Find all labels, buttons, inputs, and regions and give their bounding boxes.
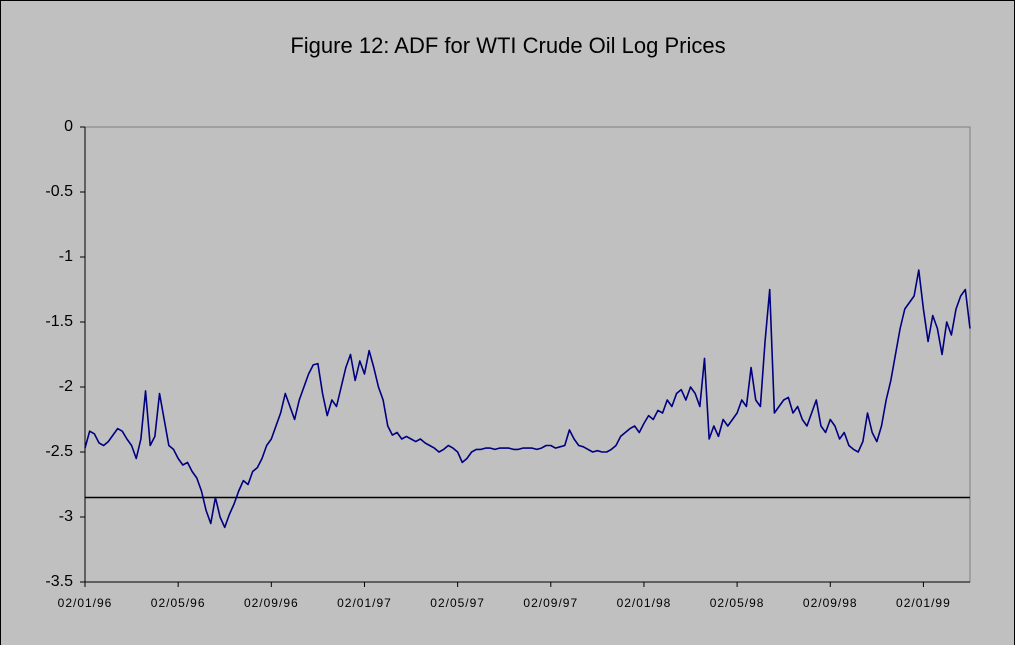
y-tick-label: -2 [59, 378, 73, 395]
x-tick-label: 02/05/98 [710, 596, 765, 610]
x-tick-label: 02/09/97 [523, 596, 578, 610]
x-tick-label: 02/09/98 [803, 596, 858, 610]
y-tick-label: -2.5 [45, 443, 73, 460]
y-tick-label: -0.5 [45, 183, 73, 200]
y-tick-label: -1.5 [45, 313, 73, 330]
plot-area [84, 126, 971, 583]
data-line [84, 269, 971, 529]
x-tick-label: 02/05/96 [151, 596, 206, 610]
x-tick-label: 02/01/99 [896, 596, 951, 610]
x-tick-label: 02/01/96 [58, 596, 113, 610]
x-tick-label: 02/01/97 [337, 596, 392, 610]
x-tick-label: 02/01/98 [617, 596, 672, 610]
y-tick-label: -1 [59, 248, 73, 265]
x-tick-label: 02/09/96 [244, 596, 299, 610]
chart-title: Figure 12: ADF for WTI Crude Oil Log Pri… [290, 33, 725, 58]
x-tick-label: 02/05/97 [430, 596, 485, 610]
y-tick-label: 0 [64, 118, 73, 135]
y-tick-label: -3 [59, 508, 73, 525]
y-tick-label: -3.5 [45, 573, 73, 590]
